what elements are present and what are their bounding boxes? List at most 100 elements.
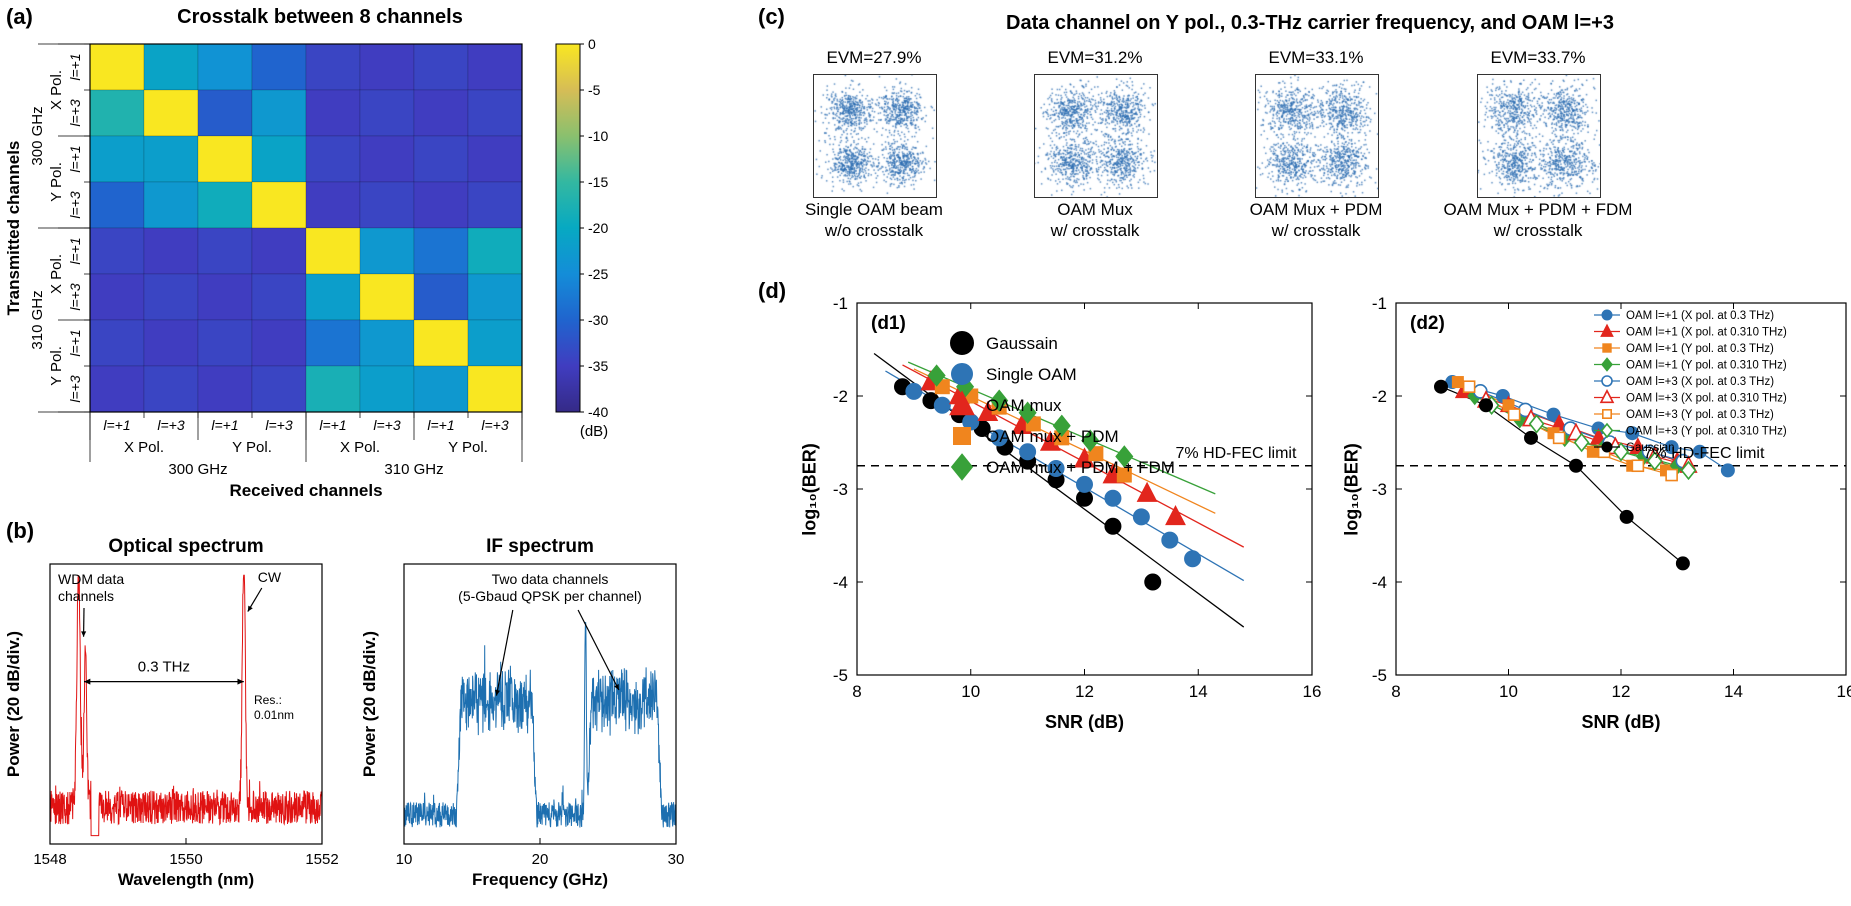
heatmap-cell <box>413 181 469 229</box>
marker-circle <box>1104 489 1122 507</box>
heatmap-cell <box>413 319 469 367</box>
colorbar-tick-label: -35 <box>588 358 608 374</box>
marker-square <box>1631 459 1645 473</box>
x-tick-label: 10 <box>961 682 980 701</box>
constellation-plot <box>1255 74 1379 198</box>
col-freq-label: 300 GHz <box>168 461 227 478</box>
heatmap-cell <box>467 43 523 91</box>
x-tick-label: 1552 <box>305 851 338 868</box>
colorbar-tick-label: -30 <box>588 312 608 328</box>
heatmap-cell <box>197 89 253 137</box>
panel-d-label: (d) <box>758 278 787 303</box>
arrowhead <box>81 631 87 637</box>
marker-circle <box>951 363 973 385</box>
col-pol-label: Y Pol. <box>448 439 488 456</box>
annotation-label: CW <box>258 569 282 585</box>
legend-label: Single OAM <box>986 365 1077 384</box>
heatmap-cell <box>143 89 199 137</box>
annotation-label: 0.3 THz <box>138 659 190 676</box>
heatmap-cell <box>197 227 253 275</box>
panel-b-label: (b) <box>6 518 35 543</box>
annotation-label: (5-Gbaud QPSK per channel) <box>458 588 642 604</box>
marker-circle <box>1625 426 1640 441</box>
row-freq-label: 300 GHz <box>29 106 46 165</box>
annotation-arrow <box>495 609 514 696</box>
y-tick-label: -5 <box>833 666 848 685</box>
x-tick-label: 16 <box>1837 682 1851 701</box>
annotation-label: Two data channels <box>492 571 609 587</box>
heatmap-cell <box>89 89 145 137</box>
heatmap-cell <box>467 181 523 229</box>
evm-label: EVM=31.2% <box>1047 48 1143 67</box>
evm-label: EVM=33.7% <box>1490 48 1586 67</box>
heatmap-cell <box>413 135 469 183</box>
col-mode-label: l=+1 <box>319 417 346 433</box>
heatmap-xlabel: Received channels <box>229 481 382 500</box>
x-tick-label: 14 <box>1724 682 1743 701</box>
legend-label: Gaussian <box>1626 442 1675 454</box>
heatmap-cell <box>359 227 415 275</box>
annotation-label: Res.: <box>254 693 282 707</box>
constellation-caption: w/ crosstalk <box>1271 221 1361 240</box>
heatmap-ylabel: Transmitted channels <box>4 141 23 316</box>
x-tick-label: 16 <box>1303 682 1322 701</box>
if-xlabel: Frequency (GHz) <box>471 870 609 889</box>
subpanel-label: (d2) <box>1410 313 1445 334</box>
constellation-caption: w/ crosstalk <box>1050 221 1140 240</box>
marker-triangle <box>1136 481 1158 502</box>
heatmap-cell <box>413 273 469 321</box>
annotation-label: 0.01nm <box>254 708 294 722</box>
if-ylabel: Power (20 dB/div.) <box>360 630 379 778</box>
heatmap-cell <box>467 365 523 413</box>
col-mode-label: l=+1 <box>103 417 130 433</box>
marker-circle <box>1479 398 1493 413</box>
heatmap-title: Crosstalk between 8 channels <box>177 6 463 28</box>
row-mode-label: l=+3 <box>67 283 83 310</box>
constellation-caption: OAM Mux + PDM + FDM <box>1443 200 1633 219</box>
marker-circle <box>1019 443 1037 461</box>
legend-label: OAM l=+3 (X pol. at 0.310 THz) <box>1626 393 1787 405</box>
heatmap-cell <box>305 43 361 91</box>
marker-square <box>953 427 971 445</box>
colorbar-tick-label: -25 <box>588 266 608 282</box>
legend-label: OAM mux + PDM <box>986 427 1119 446</box>
row-mode-label: l=+1 <box>67 237 83 264</box>
x-tick-label: 10 <box>396 851 413 868</box>
x-tick-label: 12 <box>1612 682 1631 701</box>
row-pol-label: X Pol. <box>48 70 65 110</box>
y-tick-label: -4 <box>1372 573 1387 592</box>
marker-diamond <box>1573 432 1590 453</box>
row-mode-label: l=+3 <box>67 375 83 402</box>
marker-triangle <box>949 390 975 416</box>
marker-circle <box>1720 463 1735 478</box>
d1-xlabel: SNR (dB) <box>1045 712 1124 732</box>
marker-circle <box>1619 509 1634 524</box>
marker-circle <box>1664 440 1679 455</box>
optical-xlabel: Wavelength (nm) <box>117 870 255 889</box>
marker-circle <box>1675 556 1690 571</box>
heatmap-cell <box>89 319 145 367</box>
d1-ylabel: log₁₀(BER) <box>799 443 820 536</box>
ber-chart-d2: 7% HD-FEC limit 8 10 12 14 16 -1 -2 -3 -4 -5 (d2) OA… <box>1372 294 1851 701</box>
arrowhead <box>237 678 244 685</box>
heatmap-cell <box>413 43 469 91</box>
legend-label: OAM l=+1 (X pol. at 0.310 THz) <box>1626 327 1787 339</box>
legend-label: OAM l=+1 (Y pol. at 0.3 THz) <box>1626 343 1774 355</box>
marker-diamond <box>990 389 1009 412</box>
heatmap-cell <box>251 89 307 137</box>
row-mode-label: l=+1 <box>67 329 83 356</box>
heatmap-cell <box>143 181 199 229</box>
heatmap-cell <box>89 43 145 91</box>
col-mode-label: l=+3 <box>481 417 508 433</box>
heatmap-cell <box>413 89 469 137</box>
colorbar <box>555 43 581 413</box>
series-line <box>1440 386 1684 564</box>
heatmap-cell <box>143 227 199 275</box>
marker-square <box>1116 467 1132 483</box>
heatmap-cell <box>359 365 415 413</box>
y-tick-label: -3 <box>1372 480 1387 499</box>
y-tick-label: -2 <box>833 387 848 406</box>
x-tick-label: 30 <box>668 851 685 868</box>
x-tick-label: 1548 <box>33 851 66 868</box>
